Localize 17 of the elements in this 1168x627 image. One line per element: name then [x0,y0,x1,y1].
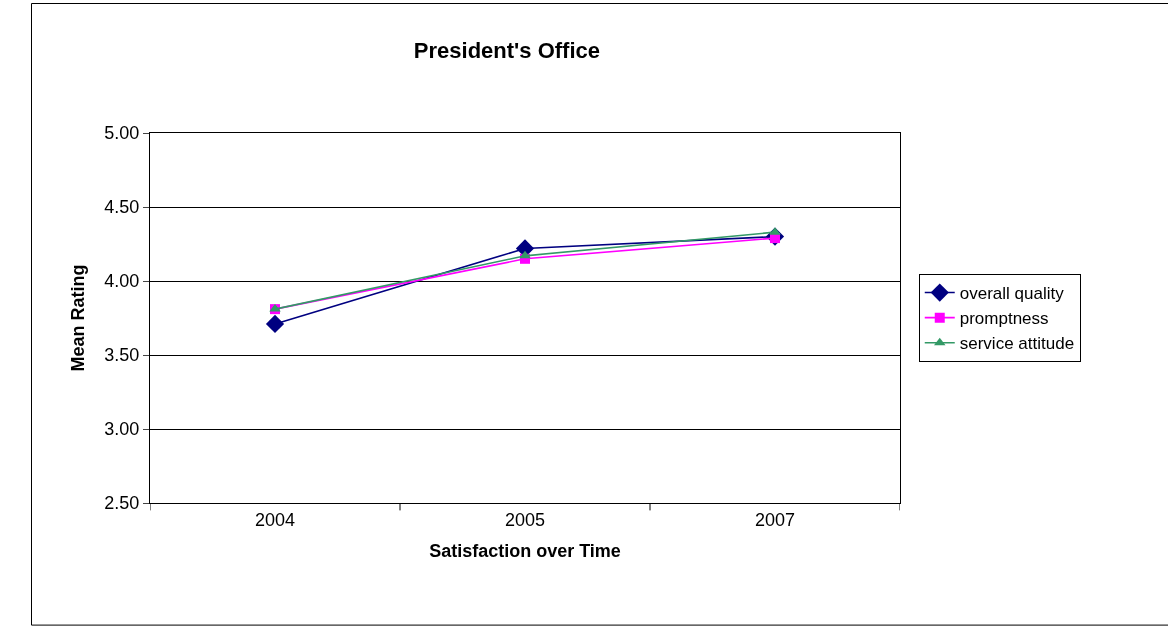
x-tick-label: 2004 [254,509,296,530]
y-axis-title: Mean Rating [67,264,88,372]
y-tick-label: 4.50 [104,197,140,218]
point [519,250,531,259]
y-tick-label: 4.00 [104,271,140,292]
x-axis-title: Satisfaction over Time [429,540,621,561]
x-tick-label: 2005 [504,509,546,530]
y-tick-label: 3.00 [104,419,140,440]
y-tick-label: 2.50 [104,493,140,514]
x-tick-label: 2007 [754,509,796,530]
legend-label: promptness [959,309,1049,329]
y-tick-label: 5.00 [104,123,140,144]
legend-label: overall quality [959,284,1065,304]
point [265,314,285,334]
y-tick-label: 3.50 [104,345,140,366]
legend-label: service attitude [959,334,1075,354]
chart-title: President's Office [413,37,601,63]
